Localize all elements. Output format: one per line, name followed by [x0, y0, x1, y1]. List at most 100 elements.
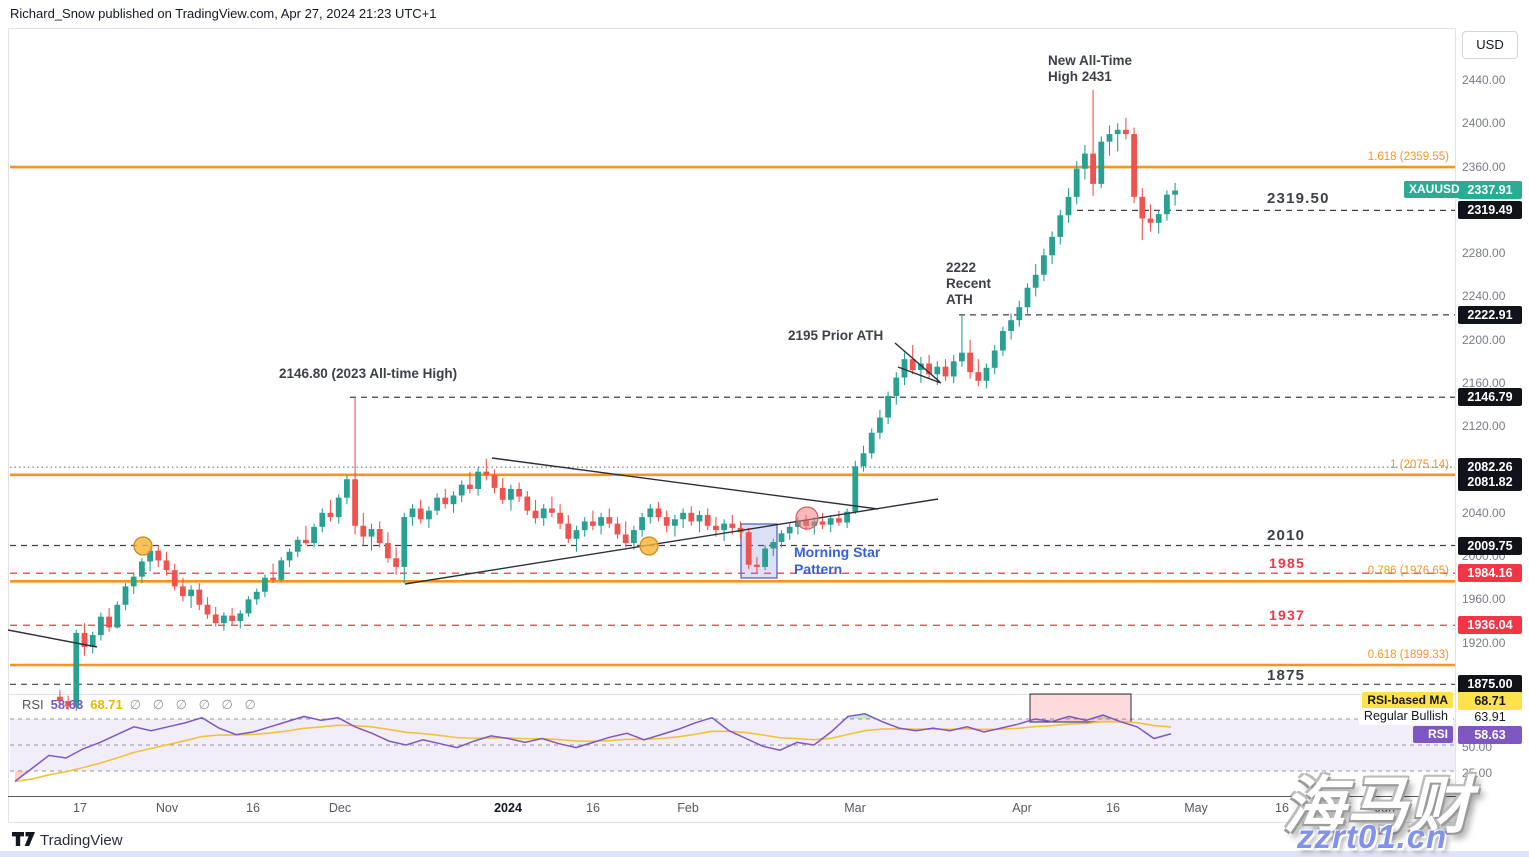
price-tick-label: 2200.00 [1462, 332, 1506, 347]
candle-body [827, 518, 834, 525]
price-axis-badge: 2337.91 [1458, 181, 1522, 200]
time-axis-label: Nov [155, 801, 179, 815]
price-axis-badge: 2222.91 [1458, 305, 1522, 324]
candle-body [868, 432, 875, 454]
price-axis-badge: 2082.26 [1458, 458, 1522, 477]
level-2010-label: 2010 [1267, 527, 1306, 544]
new-ath-label: New All-Time High 2431 [1048, 53, 1133, 84]
candle-body [549, 508, 555, 513]
candle-body [704, 514, 711, 526]
candle-body [286, 551, 293, 561]
candle-body [73, 632, 80, 707]
time-axis-label: Jun [1374, 801, 1396, 815]
recent-ath-label: 2222 Recent ATH [946, 260, 992, 307]
morning-star-label: Morning Star Pattern [794, 544, 881, 577]
candle-body [729, 523, 736, 528]
candle-body [319, 512, 326, 527]
currency-toggle-button[interactable]: USD [1462, 31, 1518, 59]
attribution-text: Richard_Snow published on TradingView.co… [10, 6, 437, 21]
candle-body [1032, 274, 1039, 288]
candle-body [212, 614, 219, 624]
price-tick-label: 2120.00 [1462, 419, 1506, 434]
candle-body [983, 367, 990, 381]
footer-divider [8, 822, 1529, 823]
candle-body [163, 560, 170, 571]
candle-body [352, 479, 358, 526]
indicator-value-badge: 63.91 [1474, 710, 1506, 724]
candle-body [376, 529, 383, 544]
candle-body [253, 591, 260, 600]
price-axis-badge: 2009.75 [1458, 536, 1522, 555]
rsi-ma-line [14, 721, 1172, 783]
candle-body [524, 496, 531, 511]
time-axis-label: Mar [844, 801, 866, 815]
indicator-value-badge: 68.71 [1458, 692, 1522, 710]
candle-body [1098, 141, 1105, 184]
candle-body [622, 534, 629, 544]
candle-body [918, 363, 924, 370]
tradingview-logo-text[interactable]: TradingView [40, 832, 123, 849]
price-tick-label: 2360.00 [1462, 159, 1506, 174]
price-tick-label: 2280.00 [1462, 246, 1506, 261]
candle-body [942, 366, 949, 377]
candle-body [721, 523, 727, 531]
candle-body [1114, 129, 1121, 135]
candle-body [754, 564, 760, 567]
header-divider [8, 28, 1529, 29]
candle-body [893, 377, 900, 396]
time-axis-label: Feb [677, 801, 699, 815]
price-axis-badge: 1984.16 [1458, 564, 1522, 583]
price-axis-border [1455, 28, 1456, 823]
rsi-hidden-params: ∅ ∅ ∅ ∅ ∅ ∅ [129, 697, 260, 712]
candle-body [237, 613, 244, 621]
fib-level-label: 0.786 (1976.65) [1367, 565, 1449, 578]
candle-body [1131, 134, 1137, 197]
rsi-value: 58.63 [50, 697, 84, 712]
rsi-legend-title: RSI [22, 697, 44, 712]
candle-body [1090, 153, 1096, 184]
candle-body [467, 484, 473, 489]
candle-body [417, 508, 424, 520]
candle-body [368, 529, 375, 537]
price-tick-label: 2400.00 [1462, 116, 1506, 131]
pink-highlight-circle [795, 506, 819, 530]
time-axis-label: Apr [1012, 801, 1032, 815]
price-tick-label: 1920.00 [1462, 635, 1506, 650]
price-axis-badge: 2146.79 [1458, 388, 1522, 407]
candle-body [180, 586, 186, 597]
candle-body [311, 526, 317, 544]
time-axis-label: May [1184, 801, 1208, 815]
trendline [404, 498, 939, 585]
price-tick-label: 2040.00 [1462, 505, 1506, 520]
candle-body [385, 543, 391, 559]
level-2319-label: 2319.50 [1267, 190, 1330, 207]
candle-body [262, 577, 268, 592]
candle-body [1065, 196, 1072, 216]
candle-body [188, 589, 194, 597]
candle-body [360, 525, 367, 537]
level-1985-label: 1985 [1269, 555, 1305, 571]
candle-body [852, 466, 859, 512]
watermark-cjk: 海马财经 [1283, 769, 1473, 842]
candle-body [1082, 153, 1088, 169]
candle-body [196, 589, 203, 605]
price-axis-badge: 1875.00 [1458, 675, 1522, 694]
candle-body [655, 508, 662, 518]
time-axis-label: 16 [1275, 801, 1289, 815]
tradingview-logo-icon[interactable] [12, 832, 36, 849]
candle-body [860, 453, 867, 467]
candle-body [409, 508, 416, 518]
candle-body [877, 417, 883, 433]
candle-body [557, 512, 563, 524]
candle-body [778, 533, 785, 543]
candle-body [1016, 307, 1023, 321]
candle-body [204, 604, 211, 615]
candle-body [278, 560, 285, 580]
candle-body [442, 497, 449, 505]
price-axis[interactable]: 2440.00 2400.00 2360.00 2280.00 2240.00 2200.… [1456, 28, 1529, 823]
candle-body [401, 517, 408, 567]
watermark-url: zzrt01.cn [1297, 818, 1448, 855]
candle-body [344, 479, 350, 498]
level-1875-label: 1875 [1267, 667, 1306, 684]
